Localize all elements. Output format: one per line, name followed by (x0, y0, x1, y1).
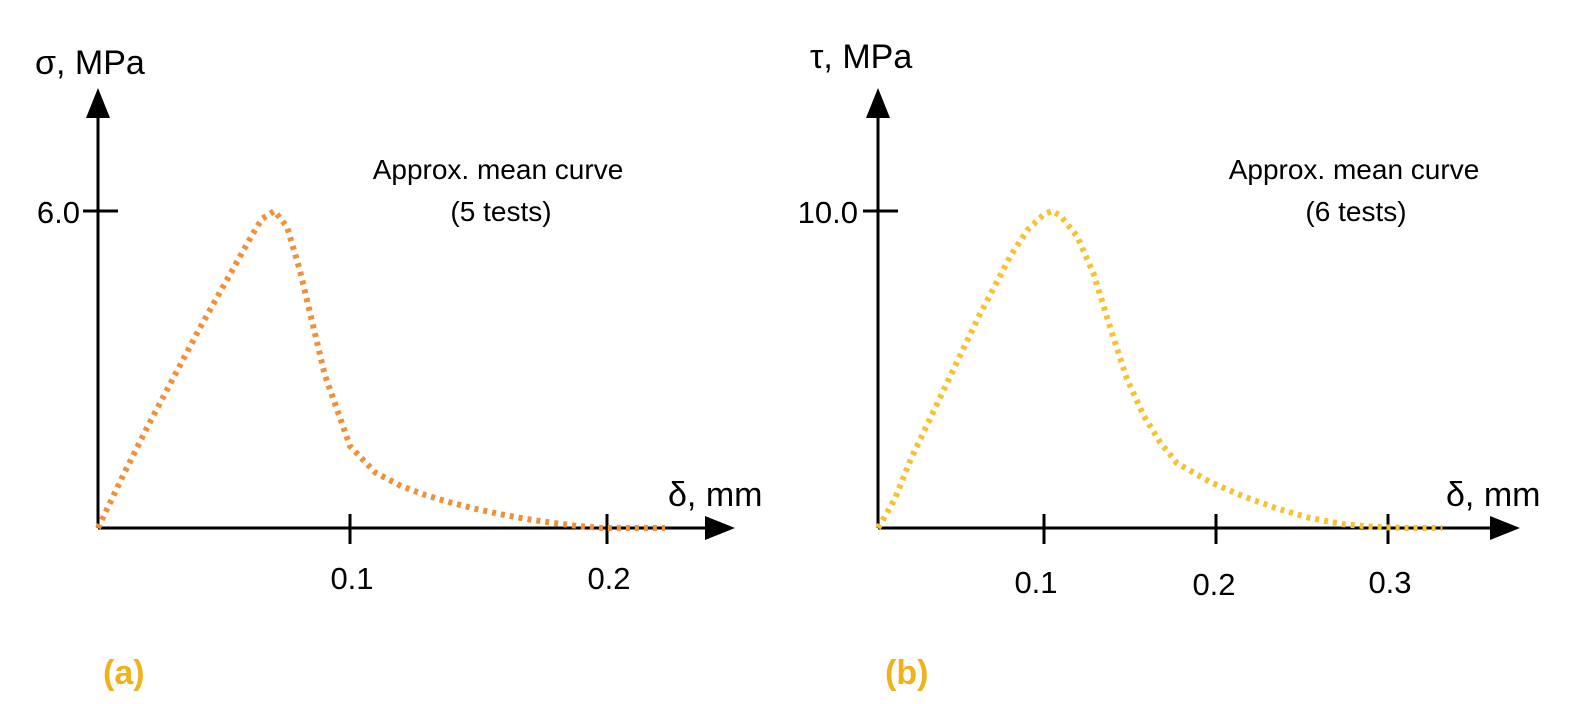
chart-panel-a: σ, MPa δ, mm 6.0 0.1 0.2 Approx. mean cu… (35, 44, 762, 692)
annotation-a-line1: Approx. mean curve (373, 154, 624, 185)
x-tick-label-0.1-b: 0.1 (1014, 565, 1057, 600)
series-line-a (95, 207, 665, 531)
x-axis-arrow-a (705, 516, 735, 540)
y-axis-arrow-b (866, 88, 890, 118)
y-axis-arrow-a (86, 88, 110, 118)
y-tick-label-6-a: 6.0 (37, 195, 80, 230)
y-axis-label-a: σ, MPa (35, 44, 145, 82)
annotation-a-line2: (5 tests) (450, 196, 551, 227)
x-tick-label-0.1-a: 0.1 (330, 561, 373, 596)
annotation-b-line2: (6 tests) (1305, 196, 1406, 227)
y-tick-label-10-b: 10.0 (798, 195, 858, 230)
x-tick-label-0.2-a: 0.2 (587, 561, 630, 596)
x-axis-arrow-b (1490, 516, 1520, 540)
chart-panel-b: τ, MPa δ, mm 10.0 0.1 0.2 0.3 Approx. me… (798, 38, 1541, 692)
x-tick-label-0.3-b: 0.3 (1368, 565, 1411, 600)
panel-label-a: (a) (103, 654, 145, 692)
series-line-b (875, 207, 1443, 531)
x-axis-label-b: δ, mm (1446, 476, 1540, 514)
y-axis-label-b: τ, MPa (810, 38, 912, 76)
panel-label-b: (b) (885, 654, 928, 692)
annotation-b-line1: Approx. mean curve (1229, 154, 1480, 185)
x-axis-label-a: δ, mm (668, 476, 762, 514)
x-tick-label-0.2-b: 0.2 (1192, 567, 1235, 602)
